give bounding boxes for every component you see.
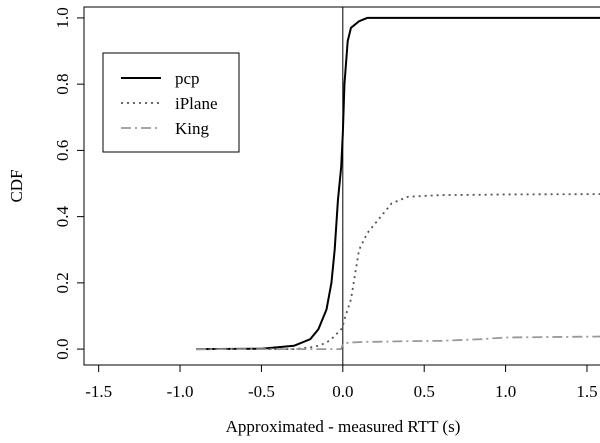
series-line — [196, 335, 600, 351]
legend-box — [102, 52, 240, 153]
series-line — [196, 16, 600, 351]
series-line — [196, 193, 600, 351]
plot-area — [196, 7, 600, 365]
y-tick-label: 0.4 — [53, 206, 72, 228]
x-tick-label: 1.0 — [495, 382, 516, 401]
y-tick-label: 1.0 — [53, 7, 72, 28]
x-tick-label: -0.5 — [248, 382, 275, 401]
x-tick-label: -1.5 — [85, 382, 112, 401]
legend-label: iPlane — [175, 94, 218, 113]
x-tick-label: -1.0 — [167, 382, 194, 401]
legend: pcp iPlane King — [102, 52, 240, 153]
y-tick-label: 0.6 — [53, 140, 72, 161]
x-axis-label: Approximated - measured RTT (s) — [226, 417, 461, 436]
plot-frame — [83, 6, 600, 366]
y-tick-label: 0.0 — [53, 338, 72, 359]
x-tick-label: 0.5 — [414, 382, 435, 401]
y-tick-label: 0.2 — [53, 272, 72, 293]
y-tick-label: 0.8 — [53, 74, 72, 95]
y-axis-label: CDF — [7, 169, 26, 202]
x-tick-label: 1.5 — [576, 382, 597, 401]
legend-label: King — [175, 119, 210, 138]
x-tick-label: 0.0 — [332, 382, 353, 401]
legend-label: pcp — [175, 69, 200, 88]
